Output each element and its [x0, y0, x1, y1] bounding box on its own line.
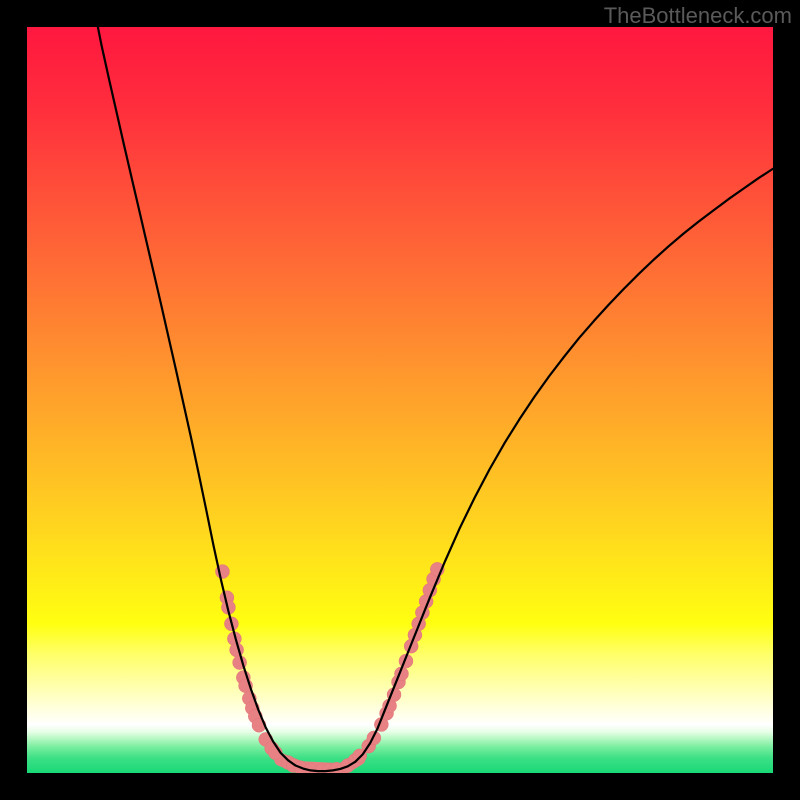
- plot-area: [27, 27, 773, 773]
- plot-svg: [27, 27, 773, 773]
- watermark-text: TheBottleneck.com: [604, 3, 792, 29]
- chart-container: TheBottleneck.com: [0, 0, 800, 800]
